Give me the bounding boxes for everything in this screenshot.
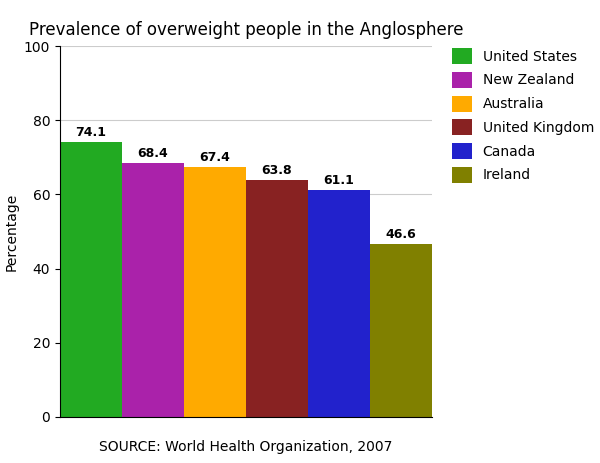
Text: SOURCE: World Health Organization, 2007: SOURCE: World Health Organization, 2007	[100, 440, 392, 454]
Text: 46.6: 46.6	[386, 228, 416, 241]
Bar	[370, 244, 432, 417]
Text: 63.8: 63.8	[262, 164, 292, 177]
Text: 74.1: 74.1	[76, 126, 107, 139]
Bar	[246, 181, 308, 417]
Bar	[308, 190, 370, 417]
Text: 61.1: 61.1	[323, 175, 355, 188]
Bar	[184, 167, 246, 417]
Bar	[60, 142, 122, 417]
Bar	[122, 163, 184, 417]
Y-axis label: Percentage: Percentage	[4, 192, 19, 271]
Text: 67.4: 67.4	[200, 151, 230, 164]
Legend: United States, New Zealand, Australia, United Kingdom, Canada, Ireland: United States, New Zealand, Australia, U…	[448, 44, 598, 187]
Title: Prevalence of overweight people in the Anglosphere: Prevalence of overweight people in the A…	[29, 21, 463, 39]
Text: 68.4: 68.4	[137, 147, 169, 160]
